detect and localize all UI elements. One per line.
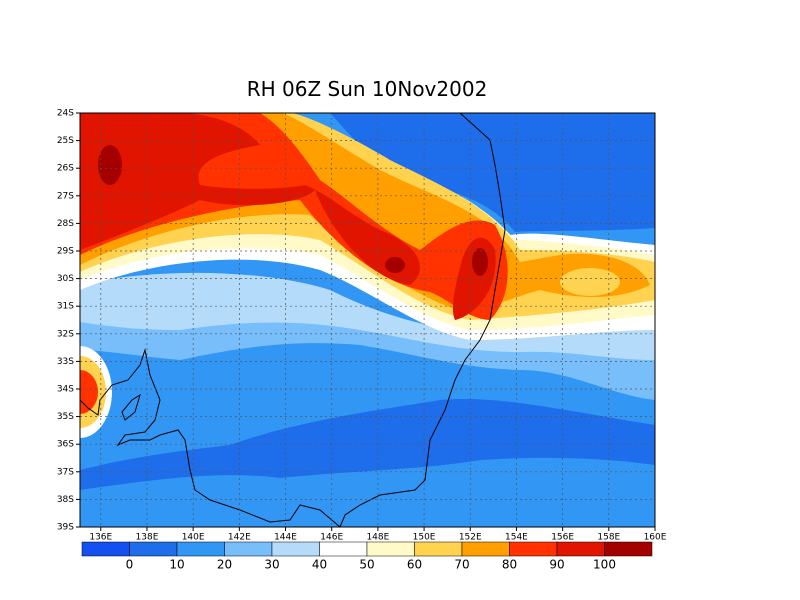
colorbar-label: 10 <box>169 558 184 572</box>
plot-frame <box>79 112 656 528</box>
colorbar-box <box>81 541 130 557</box>
x-tick-label: 142E <box>228 533 251 543</box>
colorbar-box <box>366 541 415 557</box>
x-tick-label: 138E <box>136 533 159 543</box>
map-title: RH 06Z Sun 10Nov2002 <box>247 77 488 101</box>
colorbar-box <box>224 541 273 557</box>
y-tick-label: 32S <box>57 329 74 339</box>
y-tick-label: 31S <box>57 302 74 312</box>
colorbar-box <box>271 541 320 557</box>
colorbar-box <box>604 541 653 557</box>
colorbar-label: 40 <box>312 558 327 572</box>
colorbar-label: 100 <box>593 558 616 572</box>
y-tick-label: 36S <box>57 440 74 450</box>
y-tick-label: 27S <box>57 191 74 201</box>
y-tick-label: 24S <box>57 109 74 119</box>
y-tick-label: 37S <box>57 467 74 477</box>
x-tick-label: 158E <box>597 533 620 543</box>
field-peak <box>472 248 488 276</box>
x-tick-label: 144E <box>274 533 297 543</box>
colorbar-label: 50 <box>359 558 374 572</box>
y-tick-label: 33S <box>57 357 74 367</box>
field-humid <box>560 268 620 296</box>
colorbar-label: 0 <box>126 558 134 572</box>
x-tick-label: 146E <box>320 533 343 543</box>
field-mid <box>80 457 655 527</box>
field-peak <box>385 257 405 273</box>
y-tick-label: 29S <box>57 247 74 257</box>
colorbar-box <box>509 541 558 557</box>
field-saturated <box>80 113 420 285</box>
y-tick-label: 38S <box>57 495 74 505</box>
colorbar-label: 80 <box>502 558 517 572</box>
x-tick-label: 160E <box>644 533 667 543</box>
field-very-wet <box>80 370 98 414</box>
y-tick-label: 26S <box>57 164 74 174</box>
x-tick-label: 150E <box>413 533 436 543</box>
y-tick-label: 28S <box>57 219 74 229</box>
x-tick-label: 140E <box>182 533 205 543</box>
colorbar-box <box>129 541 178 557</box>
colorbar-box <box>176 541 225 557</box>
colorbar-box <box>461 541 510 557</box>
field-peak <box>98 145 122 185</box>
colorbar-box <box>556 541 605 557</box>
x-tick-label: 156E <box>551 533 574 543</box>
coastline <box>80 113 506 527</box>
contour-field <box>80 113 655 527</box>
colorbar-box <box>319 541 368 557</box>
y-tick-label: 34S <box>57 385 74 395</box>
colorbar-box <box>414 541 463 557</box>
axes: 136E 138E 140E 142E 144E 146E 148E 150E 152E 154E… <box>57 109 667 572</box>
y-tick-label: 39S <box>57 523 74 533</box>
colorbar-label: 60 <box>407 558 422 572</box>
field-low <box>310 450 370 470</box>
y-tick-label: 25S <box>57 136 74 146</box>
colorbar-label: 20 <box>217 558 232 572</box>
colorbar-label: 70 <box>454 558 469 572</box>
x-tick-label: 136E <box>89 533 112 543</box>
x-tick-label: 154E <box>505 533 528 543</box>
colorbar-label: 30 <box>264 558 279 572</box>
x-tick-label: 148E <box>366 533 389 543</box>
x-tick-label: 152E <box>459 533 482 543</box>
colorbar-label: 90 <box>549 558 564 572</box>
y-tick-label: 35S <box>57 412 74 422</box>
y-tick-label: 30S <box>57 274 74 284</box>
field-low <box>330 113 655 232</box>
